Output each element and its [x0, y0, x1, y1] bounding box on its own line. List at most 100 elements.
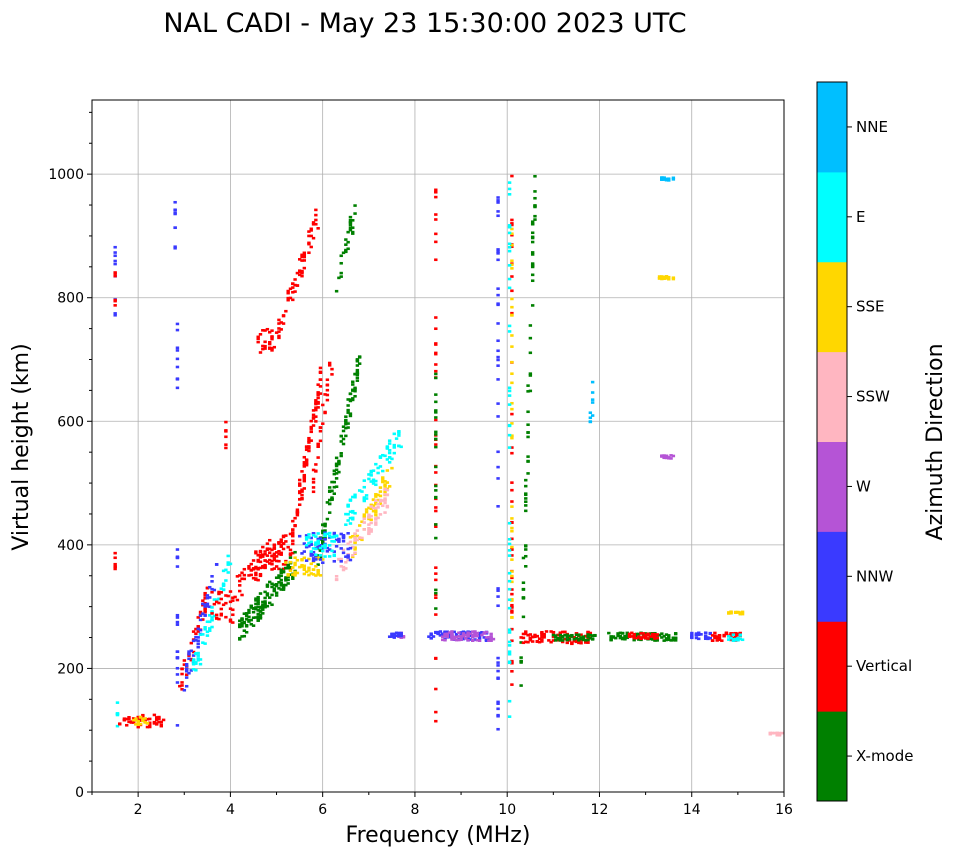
data-point [507, 245, 512, 249]
data-point [242, 612, 247, 616]
x-tick-label: 12 [591, 802, 609, 818]
data-point [332, 485, 336, 489]
data-point [353, 204, 357, 207]
data-point [311, 533, 316, 537]
data-point [740, 610, 745, 614]
data-point [334, 534, 339, 538]
data-point [288, 560, 293, 564]
data-point [378, 502, 383, 506]
data-point [191, 660, 196, 663]
data-point [450, 630, 454, 633]
data-point [588, 631, 593, 635]
data-point [145, 721, 150, 725]
data-point [191, 639, 196, 643]
data-point [254, 606, 258, 609]
data-point [323, 546, 327, 550]
data-point [429, 637, 433, 640]
data-point [556, 637, 560, 641]
data-point [630, 631, 634, 635]
data-point [346, 547, 350, 551]
data-point [224, 443, 228, 446]
data-point [346, 542, 350, 546]
data-point [323, 555, 327, 558]
data-point [261, 600, 265, 604]
data-point [327, 486, 332, 489]
data-point [201, 612, 205, 615]
data-point [274, 591, 279, 595]
data-point [210, 612, 214, 615]
data-point [113, 567, 117, 571]
data-point [434, 506, 438, 509]
data-point [507, 652, 512, 656]
data-point [293, 572, 297, 576]
data-point [238, 619, 242, 623]
data-point [251, 559, 256, 562]
data-point [263, 600, 267, 603]
data-point [496, 196, 500, 199]
data-point [662, 176, 666, 179]
data-point [325, 393, 330, 397]
data-point [286, 575, 290, 579]
data-point [233, 595, 237, 599]
data-point [205, 594, 210, 597]
data-point [330, 480, 334, 484]
data-point [136, 723, 140, 726]
data-point [579, 641, 583, 645]
data-point [468, 630, 473, 634]
data-point [258, 556, 263, 559]
data-point [351, 230, 355, 234]
data-point [362, 485, 366, 489]
data-point [593, 634, 597, 638]
data-point [240, 624, 244, 628]
data-point [607, 631, 611, 635]
data-point [254, 573, 258, 577]
data-point [254, 571, 258, 575]
data-point [447, 634, 452, 638]
data-point [307, 234, 311, 238]
data-point [309, 229, 313, 232]
data-point [445, 630, 450, 634]
data-point [662, 634, 666, 638]
data-point [353, 493, 357, 497]
data-point [281, 563, 286, 566]
data-point [291, 539, 295, 543]
data-point [129, 720, 134, 723]
data-point [309, 227, 313, 231]
data-point [235, 598, 240, 602]
data-point [263, 566, 267, 569]
data-point [334, 456, 339, 460]
data-point [563, 637, 567, 641]
data-point [228, 562, 233, 566]
data-point [198, 658, 203, 661]
data-point [399, 633, 403, 637]
data-point [459, 638, 463, 642]
data-point [231, 608, 235, 612]
data-point [321, 403, 325, 407]
data-point [295, 284, 300, 287]
data-point [560, 639, 565, 642]
data-point [346, 512, 350, 516]
data-point [270, 329, 274, 332]
data-point [374, 479, 378, 483]
data-point [644, 632, 648, 635]
data-point [570, 642, 574, 645]
data-point [194, 662, 198, 665]
data-point [542, 632, 546, 636]
data-point [205, 596, 210, 600]
data-point [362, 521, 366, 524]
data-point [639, 637, 643, 640]
data-point [648, 632, 653, 635]
data-point [184, 684, 189, 688]
data-point [300, 565, 304, 568]
data-point [475, 638, 480, 642]
colorbar-swatch [817, 441, 847, 532]
data-point [196, 645, 200, 649]
data-point [496, 589, 500, 592]
data-point [318, 558, 323, 561]
data-point [544, 630, 549, 633]
data-point [364, 508, 369, 511]
data-point [314, 415, 318, 418]
data-point [510, 500, 514, 503]
data-point [736, 638, 740, 642]
data-point [369, 530, 373, 533]
